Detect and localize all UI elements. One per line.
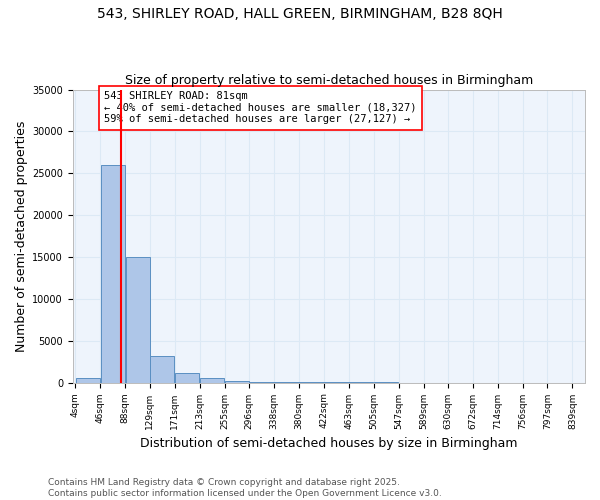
Bar xyxy=(76,378,100,382)
Bar xyxy=(125,257,150,382)
Text: Contains HM Land Registry data © Crown copyright and database right 2025.
Contai: Contains HM Land Registry data © Crown c… xyxy=(48,478,442,498)
Bar xyxy=(101,165,125,382)
Bar xyxy=(150,356,175,382)
Bar xyxy=(200,378,224,382)
Text: 543, SHIRLEY ROAD, HALL GREEN, BIRMINGHAM, B28 8QH: 543, SHIRLEY ROAD, HALL GREEN, BIRMINGHA… xyxy=(97,8,503,22)
X-axis label: Distribution of semi-detached houses by size in Birmingham: Distribution of semi-detached houses by … xyxy=(140,437,518,450)
Text: 543 SHIRLEY ROAD: 81sqm
← 40% of semi-detached houses are smaller (18,327)
59% o: 543 SHIRLEY ROAD: 81sqm ← 40% of semi-de… xyxy=(104,91,416,124)
Title: Size of property relative to semi-detached houses in Birmingham: Size of property relative to semi-detach… xyxy=(125,74,533,87)
Bar xyxy=(175,374,199,382)
Y-axis label: Number of semi-detached properties: Number of semi-detached properties xyxy=(15,120,28,352)
Bar xyxy=(225,381,250,382)
